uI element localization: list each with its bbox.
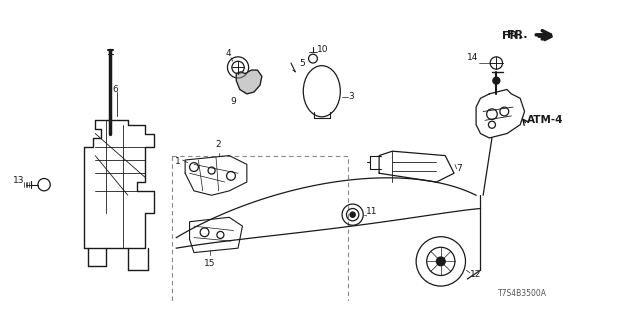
Text: FR.: FR. — [502, 31, 523, 41]
Text: 11: 11 — [366, 207, 378, 216]
Text: 4: 4 — [225, 49, 231, 58]
Circle shape — [350, 212, 355, 217]
Text: 13: 13 — [13, 176, 25, 185]
Text: FR.: FR. — [507, 30, 527, 40]
Text: 1: 1 — [175, 157, 180, 166]
Text: ATM-4: ATM-4 — [527, 115, 564, 125]
Polygon shape — [236, 70, 262, 94]
Text: 6: 6 — [113, 85, 118, 94]
Text: 15: 15 — [204, 259, 216, 268]
Text: 7: 7 — [457, 164, 463, 173]
Circle shape — [436, 257, 445, 266]
Text: 2: 2 — [216, 140, 221, 149]
Text: 14: 14 — [467, 53, 478, 62]
Text: T7S4B3500A: T7S4B3500A — [498, 289, 547, 298]
Text: 5: 5 — [300, 59, 305, 68]
Text: 3: 3 — [348, 92, 354, 101]
Text: 12: 12 — [470, 270, 481, 279]
Bar — [172, 156, 348, 306]
Text: 9: 9 — [230, 97, 236, 106]
Circle shape — [493, 77, 500, 84]
Text: 10: 10 — [317, 45, 329, 54]
